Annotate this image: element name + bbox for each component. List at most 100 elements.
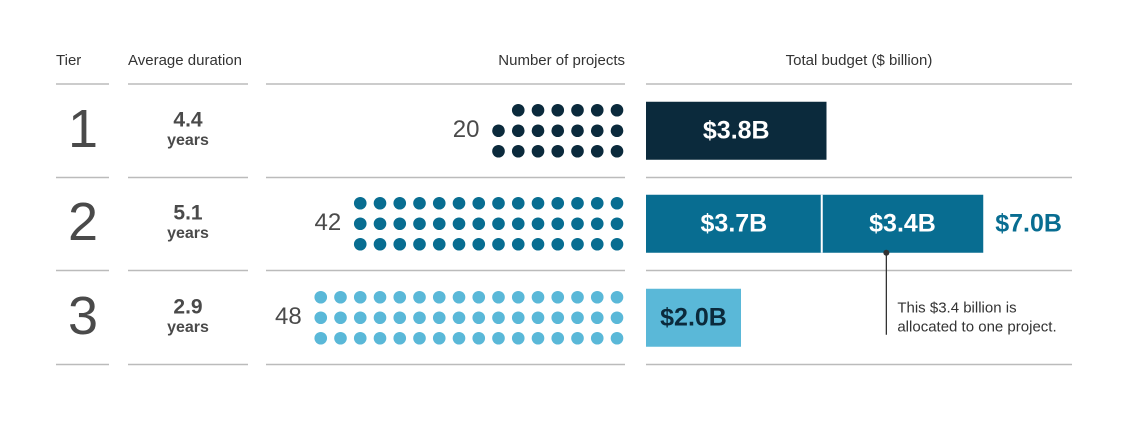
project-dot: [492, 290, 505, 304]
header-duration: Average duration: [128, 52, 242, 69]
project-dot: [590, 103, 604, 117]
project-dot: [511, 290, 525, 304]
budget-label: $3.8B: [703, 116, 770, 144]
project-dot: [531, 290, 545, 304]
project-dot: [353, 331, 367, 345]
project-count: 42: [315, 209, 342, 236]
project-dot: [393, 217, 407, 231]
project-dot: [590, 217, 604, 231]
budget-label: $3.7B: [701, 209, 768, 237]
project-dot: [610, 103, 624, 117]
project-dot: [452, 290, 466, 304]
project-dot: [314, 290, 328, 304]
duration-unit: years: [167, 132, 209, 149]
duration-value: 2.9: [173, 295, 202, 318]
project-dot: [590, 124, 604, 138]
project-dot: [334, 311, 347, 325]
project-dot: [452, 331, 466, 345]
project-dot: [452, 311, 466, 325]
project-dot: [571, 144, 584, 158]
project-dot: [472, 290, 486, 304]
project-dot: [353, 196, 367, 210]
project-dot: [472, 331, 486, 345]
project-dot: [432, 237, 446, 251]
project-count: 20: [453, 116, 480, 143]
duration-unit: years: [167, 225, 209, 242]
project-dot: [610, 237, 624, 251]
project-dot: [551, 237, 565, 251]
project-dot: [393, 196, 407, 210]
project-dot: [551, 103, 565, 117]
annotation-text: allocated to one project.: [897, 319, 1056, 336]
project-dot: [492, 144, 505, 158]
project-dot: [610, 290, 624, 304]
budget-bar: [646, 101, 827, 160]
project-dot: [531, 144, 545, 158]
budget-bar: [646, 288, 741, 347]
project-dot: [590, 237, 604, 251]
project-dot: [452, 217, 466, 231]
header-projects: Number of projects: [498, 52, 625, 69]
project-dot: [531, 237, 545, 251]
header-tier: Tier: [56, 52, 81, 69]
project-dot: [610, 196, 624, 210]
project-dot: [590, 144, 604, 158]
project-dot: [393, 290, 407, 304]
project-dot: [571, 331, 584, 345]
project-dot: [373, 237, 387, 251]
project-dot: [373, 311, 387, 325]
project-dot: [452, 237, 466, 251]
project-dot: [511, 144, 525, 158]
project-dot: [531, 103, 545, 117]
project-dot: [551, 217, 565, 231]
project-dot: [492, 124, 505, 138]
project-dot: [492, 217, 505, 231]
tier-number: 2: [68, 192, 98, 252]
header-budget: Total budget ($ billion): [786, 52, 933, 69]
project-dot: [571, 196, 584, 210]
project-dot: [571, 217, 584, 231]
project-dot: [531, 196, 545, 210]
project-dot: [610, 311, 624, 325]
project-dot: [590, 331, 604, 345]
project-dot: [314, 331, 328, 345]
project-dot: [551, 311, 565, 325]
budget-total: $7.0B: [995, 209, 1062, 237]
project-dot: [334, 290, 347, 304]
project-dot: [610, 331, 624, 345]
duration-value: 4.4: [173, 108, 203, 131]
project-dot: [511, 124, 525, 138]
budget-label: $3.4B: [869, 209, 936, 237]
project-dot: [551, 290, 565, 304]
budget-bar: [821, 194, 984, 253]
project-dot: [373, 290, 387, 304]
duration-value: 5.1: [173, 201, 203, 224]
project-dot: [373, 196, 387, 210]
project-dot: [413, 290, 426, 304]
tier-number: 3: [68, 286, 98, 346]
project-dot: [413, 217, 426, 231]
project-dot: [511, 311, 525, 325]
annotation-text: This $3.4 billion is: [897, 300, 1016, 317]
tier-number: 1: [68, 99, 98, 159]
project-dot: [373, 331, 387, 345]
project-dot: [413, 331, 426, 345]
project-dot: [492, 311, 505, 325]
project-dot: [353, 217, 367, 231]
project-dot: [472, 217, 486, 231]
project-dot: [610, 217, 624, 231]
project-dot: [353, 237, 367, 251]
project-dot: [551, 144, 565, 158]
project-dot: [531, 217, 545, 231]
project-dot: [413, 237, 426, 251]
project-dot: [393, 311, 407, 325]
project-dot: [413, 311, 426, 325]
project-dot: [610, 144, 624, 158]
project-dot: [353, 311, 367, 325]
duration-unit: years: [167, 319, 209, 336]
project-dot: [334, 331, 347, 345]
project-dot: [511, 217, 525, 231]
project-dot: [472, 237, 486, 251]
project-dot: [492, 196, 505, 210]
